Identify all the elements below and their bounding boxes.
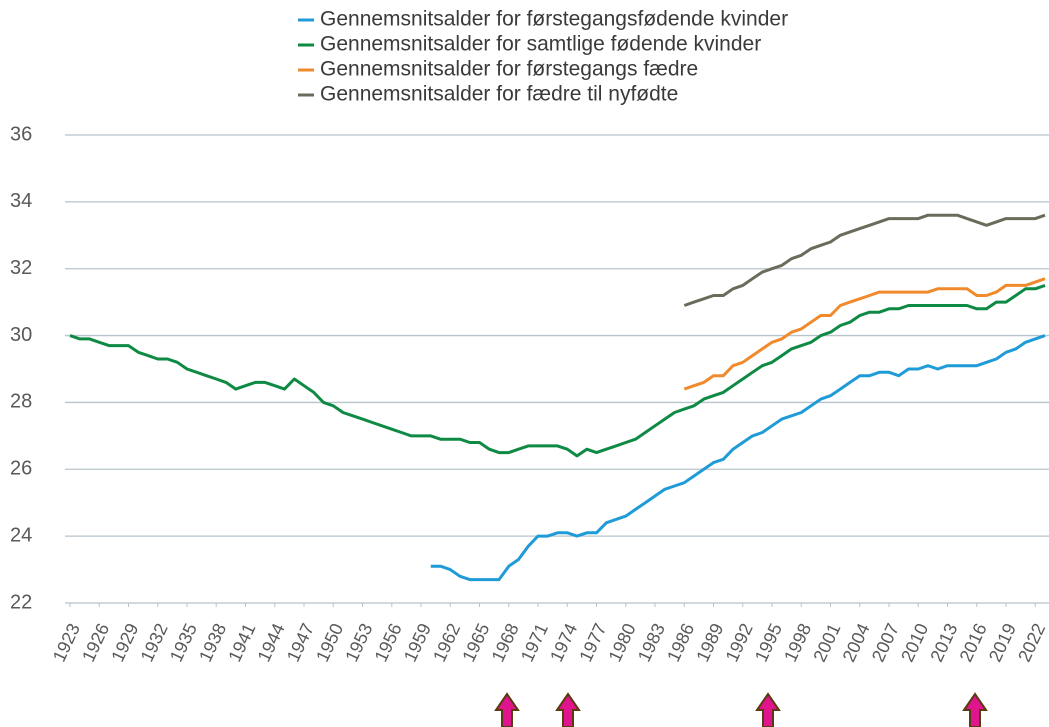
x-tick-label: 1965	[458, 620, 493, 665]
x-tick-label: 1926	[78, 620, 113, 665]
x-tick-label: 1932	[137, 620, 172, 665]
arrow	[962, 692, 988, 727]
legend: Gennemsnitsalder for førstegangsfødende …	[298, 8, 788, 106]
x-tick-label: 1941	[224, 620, 259, 665]
x-tick-label: 2013	[926, 620, 961, 665]
arrow	[494, 692, 520, 727]
x-tick-label: 1953	[341, 620, 376, 665]
y-tick-label: 24	[10, 524, 32, 546]
x-tick-label: 1971	[517, 620, 552, 665]
y-tick-label: 32	[10, 257, 32, 279]
x-tick-label: 1983	[634, 620, 669, 665]
x-tick-label: 1938	[195, 620, 230, 665]
grid	[65, 134, 1049, 604]
y-tick-label: 36	[10, 123, 32, 145]
x-tick-label: 2010	[897, 620, 932, 665]
x-tick-label: 1980	[605, 620, 640, 665]
series-line	[683, 277, 1046, 391]
series-line	[430, 334, 1046, 582]
x-tick-label: 1995	[751, 620, 786, 665]
y-tick-label: 34	[10, 190, 32, 212]
y-tick-label: 26	[10, 458, 32, 480]
x-tick-label: 2001	[809, 620, 844, 665]
x-tick-label: 1992	[722, 620, 757, 665]
x-tick-label: 1947	[283, 620, 318, 665]
x-tick-label: 1962	[429, 620, 464, 665]
y-tick-label: 30	[10, 324, 32, 346]
x-tick-label: 1956	[371, 620, 406, 665]
x-tick-label: 1986	[663, 620, 698, 665]
x-tick-label: 1989	[692, 620, 727, 665]
arrow	[755, 692, 781, 727]
legend-label: Gennemsnitsalder for førstegangsfødende …	[320, 8, 788, 31]
y-tick-label: 22	[10, 591, 32, 613]
x-tick-label: 2007	[868, 620, 903, 665]
x-tick-label: 2019	[985, 620, 1020, 665]
x-tick-label: 1950	[312, 620, 347, 665]
annotation-arrows	[494, 692, 988, 727]
x-tick-label: 2022	[1014, 620, 1049, 665]
arrow	[555, 692, 581, 727]
x-tick-label: 1923	[49, 620, 84, 665]
x-tick-label: 1935	[166, 620, 201, 665]
legend-label: Gennemsnitsalder for samtlige fødende kv…	[320, 33, 761, 56]
x-tick-label: 1959	[400, 620, 435, 665]
x-tick-label: 1968	[488, 620, 523, 665]
x-tick-label: 2016	[956, 620, 991, 665]
x-tick-label: 1998	[780, 620, 815, 665]
x-tick-label: 2004	[839, 620, 874, 665]
x-tick-label: 1929	[107, 620, 142, 665]
x-tick-label: 1974	[546, 620, 581, 665]
x-tick-label: 1944	[254, 620, 289, 665]
x-tick-label: 1977	[575, 620, 610, 665]
legend-label: Gennemsnitsalder for førstegangs fædre	[320, 58, 698, 81]
series-line	[69, 283, 1046, 458]
y-tick-label: 28	[10, 391, 32, 413]
legend-label: Gennemsnitsalder for fædre til nyfødte	[320, 83, 678, 106]
series-line	[683, 213, 1046, 307]
